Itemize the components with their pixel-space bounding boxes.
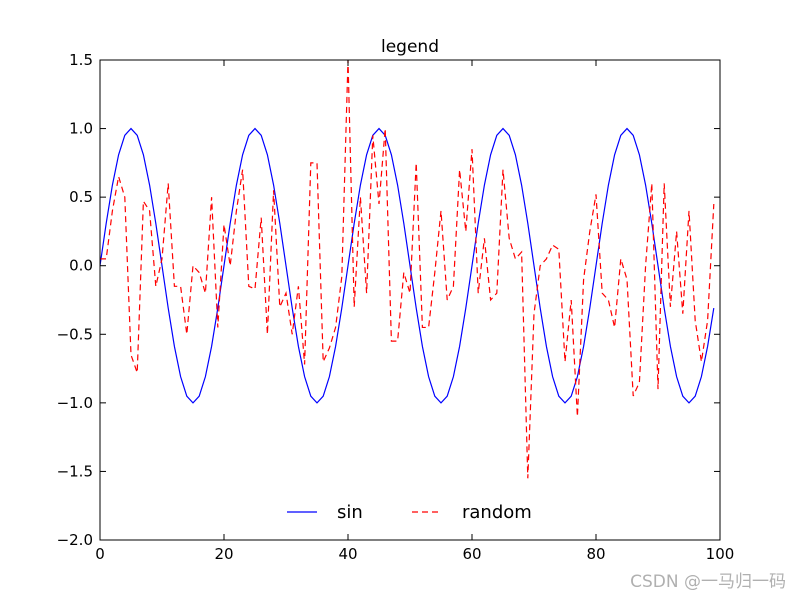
x-tick-label: 60	[462, 545, 481, 563]
chart-title: legend	[381, 37, 439, 57]
x-tick-label: 80	[586, 545, 605, 563]
y-tick-label: 0.5	[69, 188, 93, 206]
y-tick-label: 0.0	[69, 257, 93, 275]
series-line-random	[100, 60, 715, 479]
y-tick-label: −1.0	[57, 394, 93, 412]
y-tick-label: −2.0	[57, 531, 93, 549]
x-tick-label: 0	[95, 545, 105, 563]
legend-label-random: random	[462, 502, 532, 523]
y-tick-label: 1.5	[69, 51, 93, 69]
axes: 0 20 40 60 80 100 −2.0 −1.5 −1.0 −0.5 0.0 0.5 1.0 1.5	[57, 51, 735, 563]
x-tick-label: 20	[214, 545, 233, 563]
legend-label-sin: sin	[337, 502, 363, 523]
x-tick-label: 40	[338, 545, 357, 563]
x-tick-label: 100	[706, 545, 735, 563]
plot-area	[100, 60, 715, 479]
axes-frame	[99, 59, 721, 541]
y-tick-label: −0.5	[57, 325, 93, 343]
y-tick-label: −1.5	[57, 462, 93, 480]
series-line-sin	[100, 127, 715, 404]
legend: sin random	[287, 502, 532, 523]
y-tick-label: 1.0	[69, 120, 93, 138]
watermark: CSDN @一马归一码	[630, 572, 786, 592]
